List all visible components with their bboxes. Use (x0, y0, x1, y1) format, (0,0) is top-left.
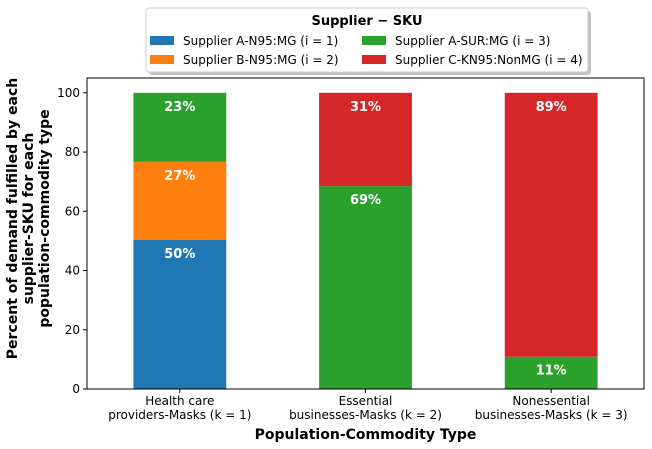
legend-swatch (150, 55, 174, 64)
x-tick-label: businesses-Masks (k = 2) (289, 408, 442, 422)
legend-entry-label: Supplier A-N95:MG (i = 1) (183, 34, 338, 48)
x-tick-label: businesses-Masks (k = 3) (475, 408, 628, 422)
y-axis-title-line: population-commodity type (37, 109, 53, 327)
legend-entry-label: Supplier C-KN95:NonMG (i = 4) (395, 53, 583, 67)
y-tick-label: 60 (65, 204, 80, 218)
legend-swatch (150, 36, 174, 45)
y-tick-label: 100 (57, 86, 80, 100)
x-tick-label: Health care (145, 394, 214, 408)
bar-segment (133, 240, 227, 389)
bar-value-label: 23% (164, 100, 195, 115)
bar-segment (504, 356, 598, 389)
x-tick-label: Nonessential (512, 394, 590, 408)
bar-value-label: 27% (164, 169, 195, 184)
x-tick-label: Essential (339, 394, 393, 408)
y-tick-label: 80 (65, 145, 80, 159)
bars-layer (133, 92, 598, 389)
y-axis-title-line: Percent of demand fulfilled by each (5, 78, 21, 359)
bar-value-label: 89% (536, 100, 567, 115)
bar-value-label: 11% (536, 364, 567, 379)
bar-segment (319, 92, 412, 187)
bar-segment (133, 92, 227, 162)
legend: Supplier − SKU Supplier A-N95:MG (i = 1) S… (145, 7, 591, 75)
y-tick-label: 20 (65, 323, 80, 337)
legend-swatch (362, 55, 386, 64)
bar-value-label: 50% (164, 247, 195, 262)
bar-value-label: 31% (350, 100, 381, 115)
x-axis-title: Population-Commodity Type (255, 427, 477, 443)
y-axis-title-line: supplier-SKU for each (21, 133, 37, 305)
legend-entry-label: Supplier A-SUR:MG (i = 3) (395, 34, 550, 48)
legend-swatch (362, 36, 386, 45)
x-tick-label: providers-Masks (k = 1) (108, 408, 251, 422)
bar-segment (133, 161, 227, 241)
legend-title: Supplier − SKU (311, 14, 422, 29)
legend-entry-label: Supplier B-N95:MG (i = 2) (183, 53, 339, 67)
bar-segment (319, 186, 412, 389)
y-tick-label: 40 (65, 264, 80, 278)
bar-segment (504, 92, 598, 357)
y-tick-label: 0 (72, 382, 80, 396)
bar-value-label: 69% (350, 193, 381, 208)
bar-labels-layer: 50% 27% 23% 69% 31% 11% 89% (164, 100, 566, 379)
